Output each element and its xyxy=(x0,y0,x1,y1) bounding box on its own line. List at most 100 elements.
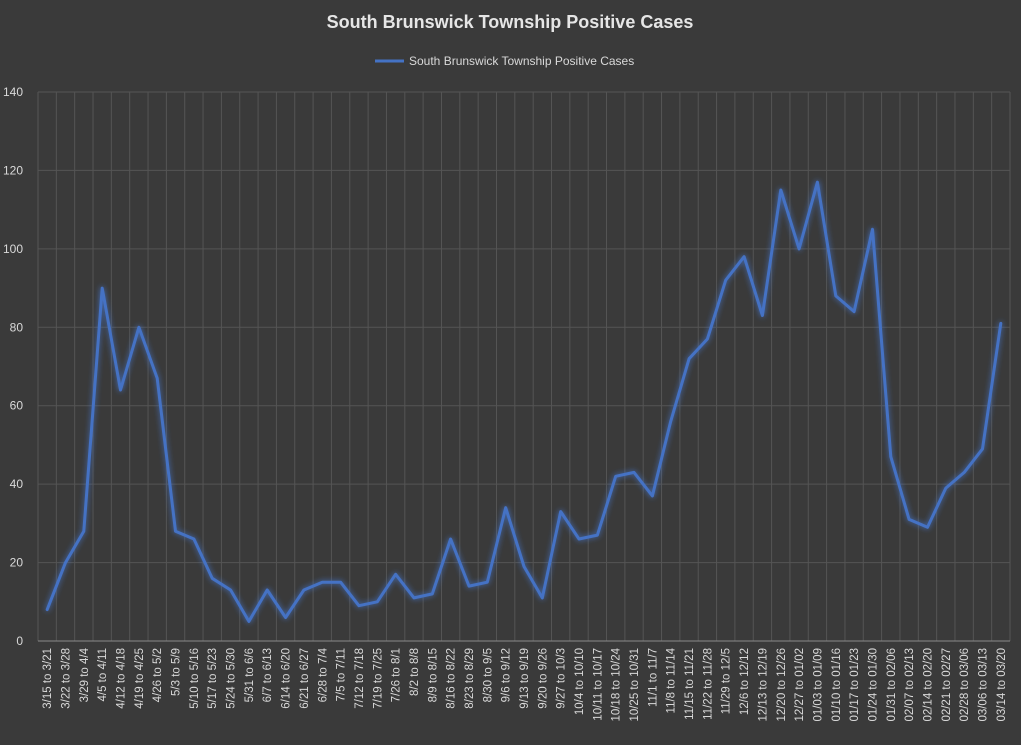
x-tick-label: 10/11 to 10/17 xyxy=(592,648,604,721)
x-tick-label: 3/15 to 3/21 xyxy=(42,648,54,709)
x-tick-label: 02/14 to 02/20 xyxy=(922,648,934,722)
x-tick-label: 6/7 to 6/13 xyxy=(262,648,274,702)
data-point xyxy=(356,603,361,608)
x-tick-label: 01/31 to 02/06 xyxy=(886,648,898,722)
data-point xyxy=(100,286,105,291)
data-point xyxy=(338,580,343,585)
data-point xyxy=(723,278,728,283)
x-tick-label: 11/8 to 11/14 xyxy=(666,647,678,713)
x-tick-label: 02/21 to 02/27 xyxy=(941,648,953,722)
data-point xyxy=(118,388,123,393)
x-tick-label: 4/12 to 4/18 xyxy=(116,648,128,709)
data-point xyxy=(650,493,655,498)
data-point xyxy=(907,517,912,522)
x-tick-label: 11/22 to 11/28 xyxy=(702,648,714,720)
x-tick-label: 3/22 to 3/28 xyxy=(61,648,73,709)
data-point xyxy=(503,505,508,510)
series-line xyxy=(45,180,1003,623)
data-point xyxy=(210,576,215,581)
x-tick-label: 7/19 to 7/25 xyxy=(372,648,384,709)
data-point xyxy=(283,615,288,620)
x-tick-label: 02/07 to 02/13 xyxy=(904,648,916,722)
x-tick-label: 9/6 to 9/12 xyxy=(501,648,513,702)
data-point xyxy=(833,293,838,298)
x-tick-label: 10/25 to 10/31 xyxy=(629,648,641,722)
y-tick-label: 0 xyxy=(16,634,23,648)
data-point xyxy=(797,246,802,251)
data-point xyxy=(742,254,747,259)
x-tick-label: 4/19 to 4/25 xyxy=(134,648,146,709)
x-tick-label: 01/10 to 01/16 xyxy=(831,648,843,722)
x-tick-label: 8/2 to 8/8 xyxy=(409,648,421,696)
x-tick-label: 3/29 to 4/4 xyxy=(79,647,91,702)
data-point xyxy=(173,529,178,534)
y-tick-label: 140 xyxy=(3,85,23,99)
data-point xyxy=(980,446,985,451)
x-tick-label: 4/26 to 5/2 xyxy=(152,648,164,702)
data-point xyxy=(265,588,270,593)
data-point xyxy=(522,564,527,569)
data-point xyxy=(430,591,435,596)
x-tick-label: 9/13 to 9/19 xyxy=(519,648,531,709)
data-point xyxy=(411,595,416,600)
x-tick-label: 8/9 to 8/15 xyxy=(427,648,439,702)
x-tick-label: 5/17 to 5/23 xyxy=(207,648,219,709)
x-tick-label: 5/31 to 6/6 xyxy=(244,648,256,702)
data-point xyxy=(393,572,398,577)
x-tick-label: 8/16 to 8/22 xyxy=(446,648,458,709)
y-tick-label: 120 xyxy=(3,163,23,177)
data-point xyxy=(466,584,471,589)
x-tick-label: 11/1 to 11/7 xyxy=(647,648,659,707)
data-point xyxy=(870,227,875,232)
x-tick-label: 7/5 to 7/11 xyxy=(336,648,348,702)
x-tick-label: 4/5 to 4/11 xyxy=(97,648,109,702)
data-point xyxy=(577,537,582,542)
data-point xyxy=(81,529,86,534)
data-point xyxy=(925,525,930,530)
data-point xyxy=(815,180,820,185)
data-point xyxy=(943,486,948,491)
data-point xyxy=(558,509,563,514)
y-tick-label: 20 xyxy=(10,556,24,570)
y-tick-label: 80 xyxy=(10,320,24,334)
data-point xyxy=(375,599,380,604)
data-point xyxy=(191,537,196,542)
legend-label: South Brunswick Township Positive Cases xyxy=(409,54,634,68)
x-tick-label: 5/24 to 5/30 xyxy=(226,648,238,709)
series-layer xyxy=(45,180,1003,623)
grid xyxy=(37,91,1011,641)
data-point xyxy=(228,588,233,593)
x-tick-label: 11/29 to 12/5 xyxy=(721,648,733,714)
data-point xyxy=(595,533,600,538)
data-point xyxy=(760,313,765,318)
x-tick-label: 8/30 to 9/5 xyxy=(482,648,494,702)
x-tick-label: 10/18 to 10/24 xyxy=(611,647,623,721)
x-tick-label: 01/17 to 01/23 xyxy=(849,648,861,722)
y-axis-tick-labels: 0 20 40 60 80 100 120 140 xyxy=(3,85,23,648)
x-tick-label: 03/14 to 03/20 xyxy=(996,648,1008,722)
data-point xyxy=(301,588,306,593)
x-tick-label: 03/06 to 03/13 xyxy=(977,648,989,722)
x-tick-label: 12/20 to 12/26 xyxy=(776,648,788,722)
x-tick-label: 5/3 to 5/9 xyxy=(171,648,183,696)
x-tick-label: 11/15 to 11/21 xyxy=(684,648,696,720)
x-tick-label: 01/24 to 01/30 xyxy=(867,648,879,722)
y-tick-label: 40 xyxy=(10,477,24,491)
data-point xyxy=(613,474,618,479)
data-point xyxy=(45,607,50,612)
x-tick-label: 6/28 to 7/4 xyxy=(317,647,329,702)
x-tick-label: 12/13 to 12/19 xyxy=(757,648,769,722)
data-point xyxy=(998,321,1003,326)
x-tick-label: 01/03 to 01/09 xyxy=(812,648,824,722)
legend: South Brunswick Township Positive Cases xyxy=(375,54,634,68)
x-tick-label: 7/12 to 7/18 xyxy=(354,648,366,709)
data-point xyxy=(136,325,141,330)
x-tick-label: 9/20 to 9/26 xyxy=(537,648,549,709)
data-point xyxy=(778,188,783,193)
x-tick-label: 10/4 to 10/10 xyxy=(574,648,586,715)
x-tick-label: 02/28 to 03/06 xyxy=(959,648,971,722)
chart-title: South Brunswick Township Positive Cases xyxy=(327,12,694,32)
y-tick-label: 60 xyxy=(10,399,24,413)
data-point xyxy=(668,419,673,424)
